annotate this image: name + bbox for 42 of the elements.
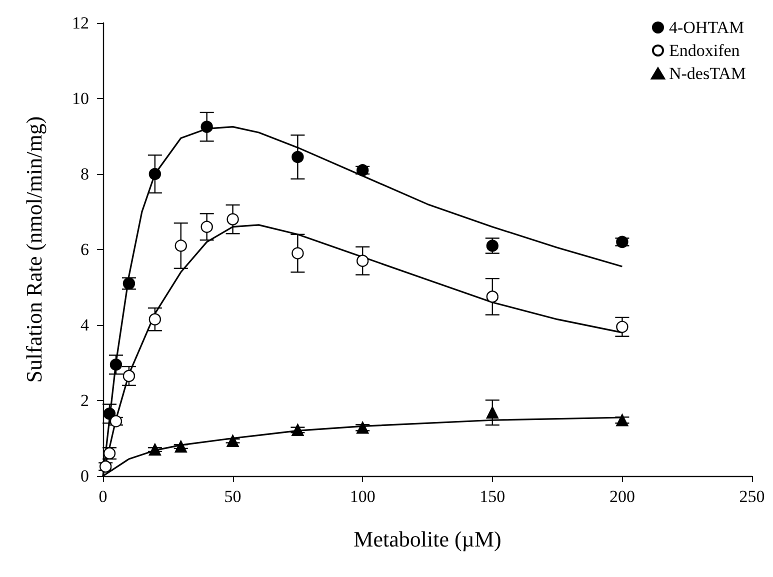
point [148,168,162,180]
point [616,414,628,426]
point [174,440,187,453]
x-tick-label: 150 [480,487,506,506]
point [486,406,498,419]
legend-label: Endoxifen [668,41,740,60]
y-tick-label: 0 [80,466,89,486]
x-tick-label: 250 [739,487,765,506]
point [200,120,213,133]
x-tick-label: 100 [350,487,376,506]
point [200,220,213,233]
y-tick-label: 6 [80,240,89,259]
y-tick-label: 4 [80,316,90,334]
y-tick-label: 10 [72,89,89,108]
point [148,313,162,326]
point [292,150,304,164]
y-tick-label: 2 [80,391,89,410]
point [292,247,304,260]
y-tick-label: 12 [72,14,89,32]
point [292,424,304,436]
point [110,358,122,371]
y-tick-label: 8 [80,164,89,184]
point [616,236,628,248]
point [148,443,162,456]
point [122,370,136,382]
point [356,422,369,434]
point [486,290,498,303]
point [174,240,187,252]
point [226,434,239,447]
legend-label: N-desTAM [668,64,746,83]
x-tick-label: 0 [98,487,108,506]
point [616,320,628,333]
x-tick-label: 200 [609,487,635,506]
legend-label: 4-OHTAM [668,18,744,37]
point [103,447,116,460]
y-axis-title: Sulfation Rate (nmol/min/mg) [22,116,46,383]
point [103,408,116,420]
point [356,254,369,267]
point [100,460,112,473]
x-axis-title: Metabolite (µM) [354,526,502,552]
x-tick-label: 50 [224,487,242,506]
point [226,213,239,226]
